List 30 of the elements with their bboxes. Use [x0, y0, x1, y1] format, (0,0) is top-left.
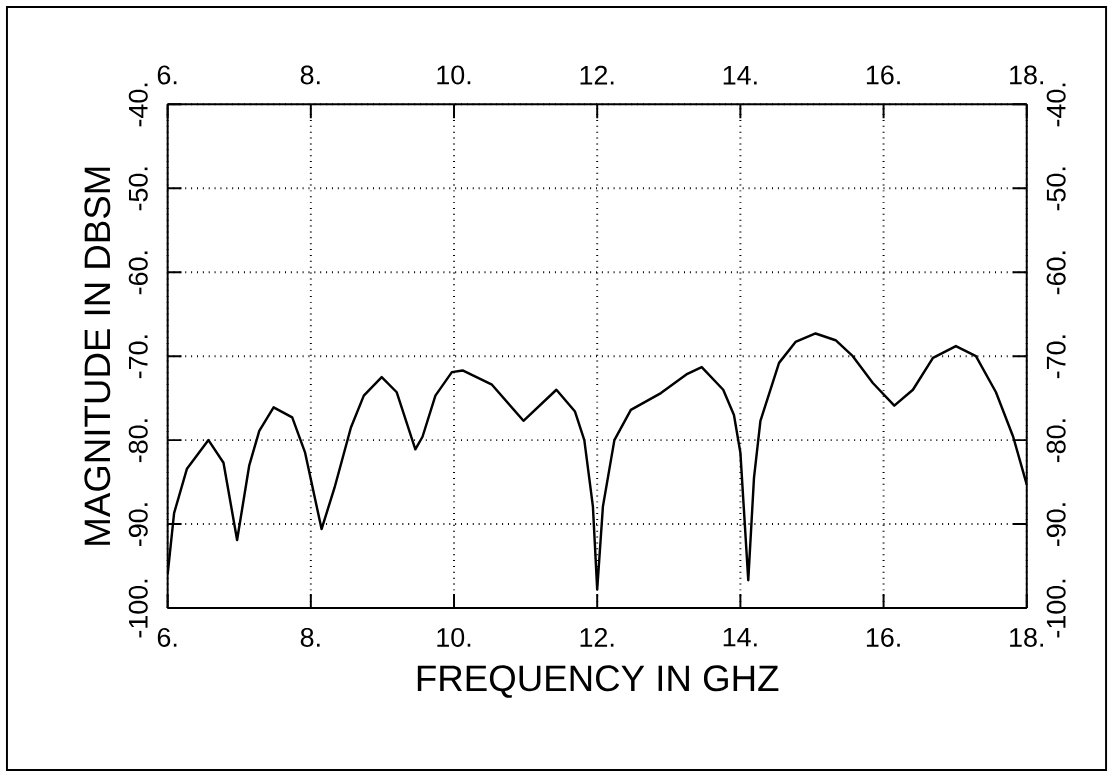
x2-tick-label: 16. — [866, 627, 900, 647]
x-tick-label: 6. — [157, 65, 177, 85]
y-tick-label: -50. — [128, 167, 148, 211]
x-tick-label: 8. — [300, 65, 320, 85]
y-axis-title: MAGNITUDE IN DBSM — [84, 167, 111, 545]
x2-tick-label: 10. — [437, 627, 471, 647]
x-tick-label: 16. — [866, 65, 900, 85]
y2-tick-label: -90. — [1046, 503, 1066, 547]
y2-tick-label: -100. — [1046, 579, 1066, 638]
y2-tick-label: -50. — [1046, 167, 1066, 211]
y2-tick-label: -80. — [1046, 419, 1066, 463]
x-tick-label: 12. — [580, 65, 614, 85]
x-tick-label: 18. — [1010, 65, 1043, 85]
x-tick-label: 10. — [437, 65, 471, 85]
y2-tick-label: -60. — [1046, 251, 1066, 295]
x-tick-label: 14. — [723, 65, 757, 85]
x2-tick-label: 6. — [157, 627, 177, 647]
y2-tick-label: -40. — [1046, 83, 1066, 127]
x2-tick-label: 12. — [580, 627, 614, 647]
y-tick-label: -40. — [128, 83, 148, 127]
x2-tick-label: 14. — [723, 627, 757, 647]
x-axis-title: FREQUENCY IN GHZ — [417, 665, 779, 698]
x2-tick-label: 8. — [300, 627, 320, 647]
y-tick-label: -70. — [128, 335, 148, 379]
y-tick-label: -60. — [128, 251, 148, 295]
y2-tick-label: -70. — [1046, 335, 1066, 379]
x2-tick-label: 18. — [1010, 627, 1043, 647]
y-tick-label: -90. — [128, 503, 148, 547]
y-tick-label: -100. — [128, 579, 148, 638]
y-tick-label: -80. — [128, 419, 148, 463]
